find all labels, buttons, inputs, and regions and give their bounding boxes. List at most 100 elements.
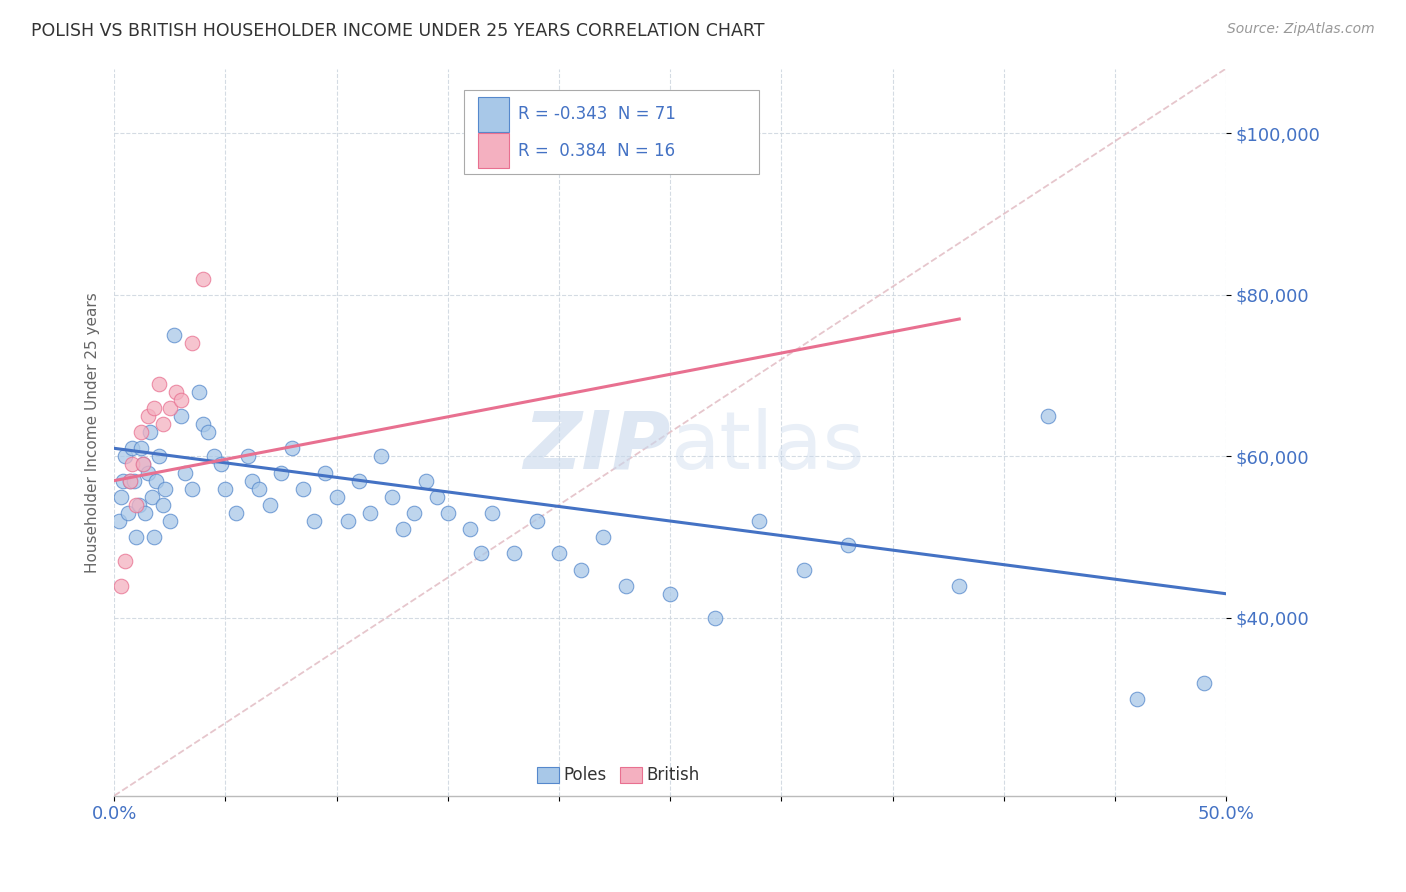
Point	[392, 522, 415, 536]
Point	[381, 490, 404, 504]
Point	[129, 442, 152, 456]
Point	[359, 506, 381, 520]
FancyBboxPatch shape	[478, 97, 509, 132]
Point	[170, 392, 193, 407]
Point	[592, 530, 614, 544]
Point	[110, 490, 132, 504]
Point	[141, 490, 163, 504]
FancyBboxPatch shape	[464, 90, 759, 174]
Point	[191, 271, 214, 285]
Point	[214, 482, 236, 496]
Point	[134, 506, 156, 520]
Point	[209, 458, 232, 472]
Point	[170, 409, 193, 423]
Point	[948, 579, 970, 593]
Point	[793, 562, 815, 576]
Point	[145, 474, 167, 488]
Point	[225, 506, 247, 520]
Point	[748, 514, 770, 528]
Point	[181, 336, 204, 351]
Point	[128, 498, 150, 512]
Point	[526, 514, 548, 528]
Text: R =  0.384  N = 16: R = 0.384 N = 16	[517, 142, 675, 160]
Point	[292, 482, 315, 496]
Point	[458, 522, 481, 536]
Point	[281, 442, 304, 456]
Point	[415, 474, 437, 488]
Point	[136, 466, 159, 480]
Point	[197, 425, 219, 439]
Point	[152, 417, 174, 431]
Point	[139, 425, 162, 439]
FancyBboxPatch shape	[478, 133, 509, 169]
Text: British: British	[647, 765, 700, 784]
Point	[148, 450, 170, 464]
Point	[166, 384, 188, 399]
Point	[114, 450, 136, 464]
Text: POLISH VS BRITISH HOUSEHOLDER INCOME UNDER 25 YEARS CORRELATION CHART: POLISH VS BRITISH HOUSEHOLDER INCOME UND…	[31, 22, 765, 40]
Point	[325, 490, 347, 504]
Y-axis label: Householder Income Under 25 years: Householder Income Under 25 years	[86, 292, 100, 573]
Point	[336, 514, 359, 528]
Point	[125, 530, 148, 544]
Point	[703, 611, 725, 625]
Point	[114, 554, 136, 568]
Point	[191, 417, 214, 431]
Text: ZIP: ZIP	[523, 408, 671, 485]
Point	[152, 498, 174, 512]
Point	[1038, 409, 1060, 423]
Text: R = -0.343  N = 71: R = -0.343 N = 71	[517, 105, 676, 123]
Point	[121, 442, 143, 456]
Point	[110, 579, 132, 593]
Point	[259, 498, 281, 512]
Point	[503, 546, 526, 560]
Point	[118, 474, 141, 488]
Point	[240, 474, 263, 488]
Point	[304, 514, 326, 528]
Point	[132, 458, 155, 472]
Point	[1126, 691, 1149, 706]
Point	[247, 482, 270, 496]
Point	[148, 376, 170, 391]
FancyBboxPatch shape	[620, 766, 643, 782]
Point	[837, 538, 859, 552]
Point	[187, 384, 209, 399]
Text: Source: ZipAtlas.com: Source: ZipAtlas.com	[1227, 22, 1375, 37]
FancyBboxPatch shape	[537, 766, 560, 782]
Point	[370, 450, 392, 464]
Point	[202, 450, 225, 464]
Point	[470, 546, 492, 560]
Point	[159, 514, 181, 528]
Point	[270, 466, 292, 480]
Point	[155, 482, 177, 496]
Point	[107, 514, 129, 528]
Text: Poles: Poles	[564, 765, 606, 784]
Point	[117, 506, 139, 520]
Point	[143, 401, 166, 415]
Point	[404, 506, 426, 520]
Point	[174, 466, 197, 480]
Point	[181, 482, 204, 496]
Point	[136, 409, 159, 423]
Point	[314, 466, 336, 480]
Point	[112, 474, 135, 488]
Point	[1192, 675, 1215, 690]
Point	[118, 474, 141, 488]
Point	[426, 490, 449, 504]
Point	[159, 401, 181, 415]
Point	[548, 546, 571, 560]
Point	[125, 498, 148, 512]
Point	[129, 425, 152, 439]
Point	[659, 587, 682, 601]
Point	[481, 506, 503, 520]
Point	[122, 474, 145, 488]
Point	[163, 328, 186, 343]
Point	[614, 579, 637, 593]
Point	[569, 562, 592, 576]
Point	[132, 458, 155, 472]
Point	[347, 474, 370, 488]
Point	[143, 530, 166, 544]
Text: atlas: atlas	[671, 408, 865, 485]
Point	[436, 506, 458, 520]
Point	[236, 450, 259, 464]
